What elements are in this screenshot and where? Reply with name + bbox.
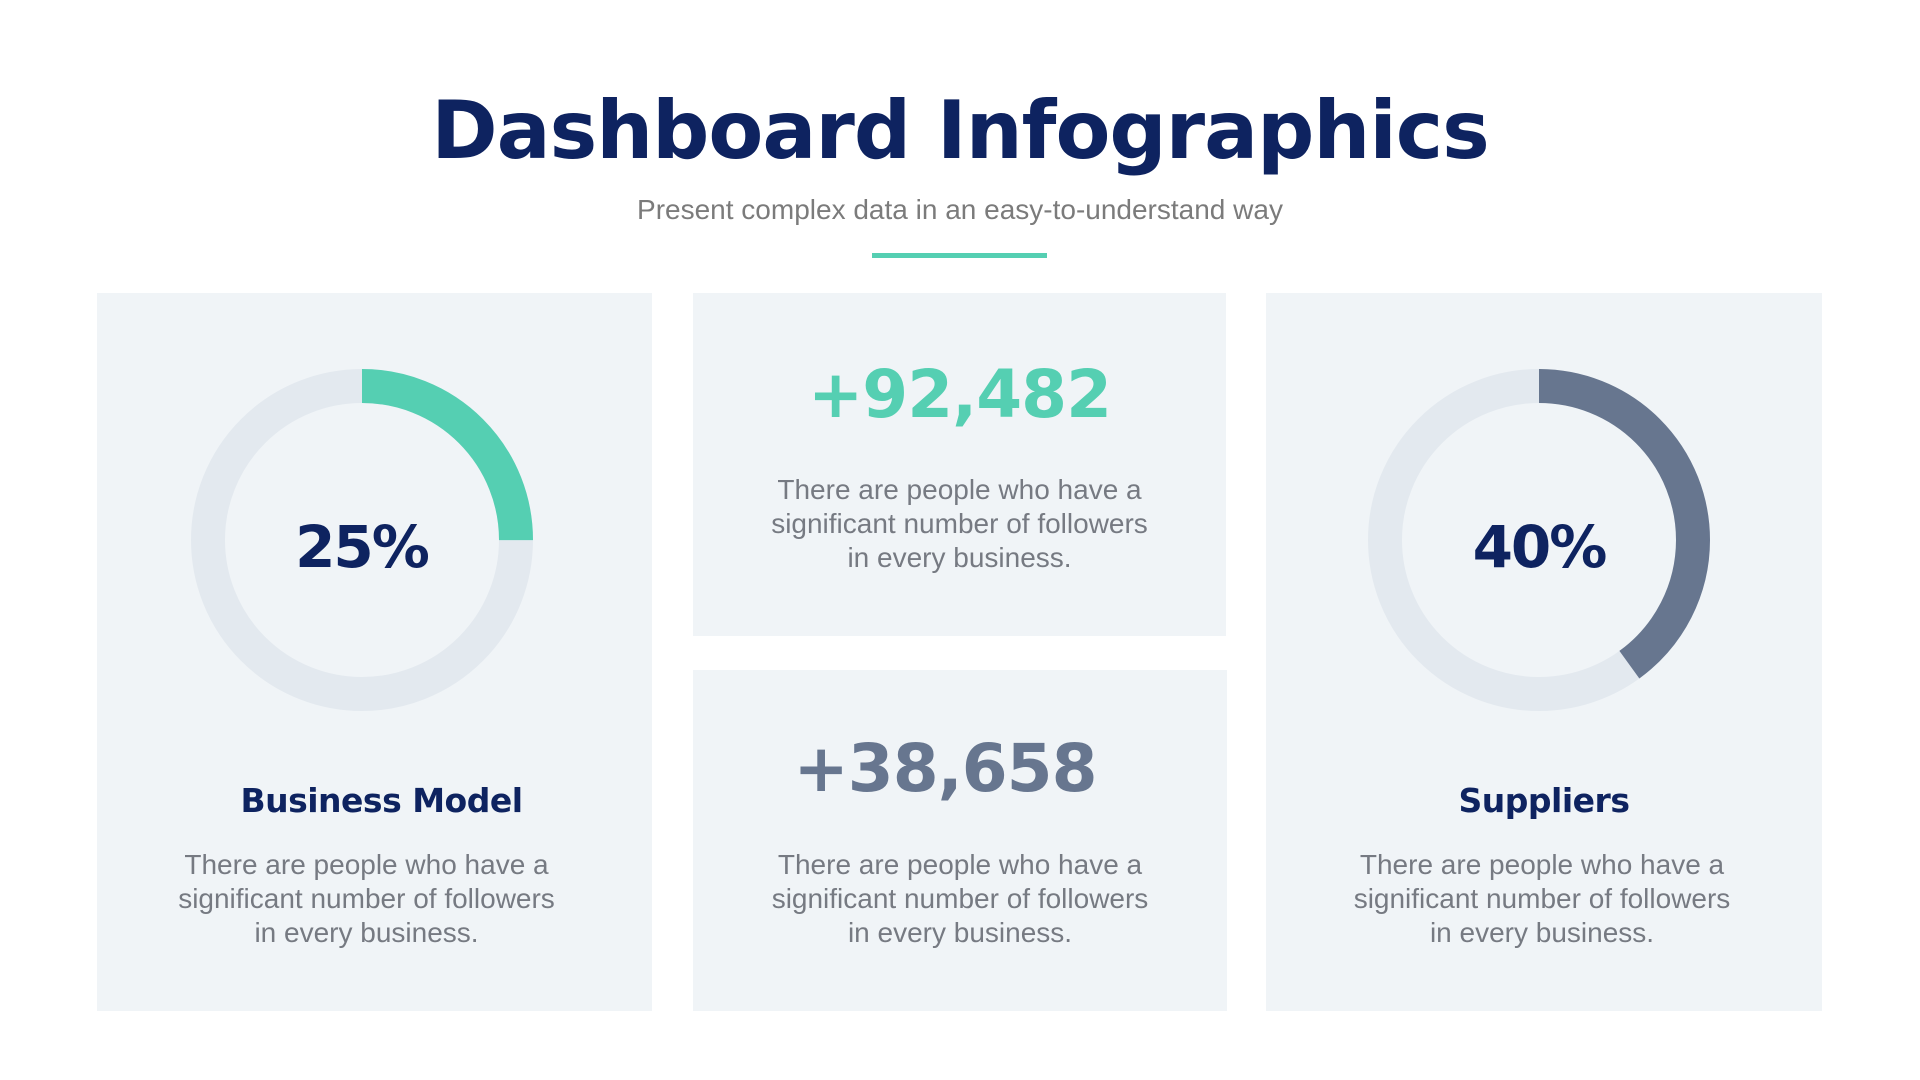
suppliers-percent: 40% (1472, 513, 1608, 581)
business-model-donut-chart: 25% (190, 369, 533, 711)
donut-ring (190, 369, 533, 711)
stat-card-bottom: +38,658 There are people who have a sign… (693, 670, 1227, 1011)
business-model-description: There are people who have a significant … (178, 849, 555, 948)
suppliers-title: Suppliers (1458, 781, 1630, 820)
suppliers-card: 40% Suppliers There are people who have … (1266, 293, 1822, 1011)
title-divider (872, 253, 1047, 258)
suppliers-donut-chart: 40% (1368, 369, 1710, 711)
business-model-title: Business Model (240, 781, 523, 820)
page-subtitle: Present complex data in an easy-to-under… (637, 194, 1283, 225)
stat-bottom-value: +38,658 (793, 730, 1098, 807)
suppliers-description: There are people who have a significant … (1353, 849, 1731, 948)
business-model-percent: 25% (295, 513, 430, 581)
stat-top-value: +92,482 (808, 356, 1112, 433)
stat-card-top: +92,482 There are people who have a sign… (693, 293, 1226, 636)
stat-bottom-description: There are people who have a significant … (771, 849, 1149, 948)
stat-top-description: There are people who have a significant … (771, 474, 1148, 573)
donut-ring (1368, 369, 1710, 711)
business-model-card: 25% Business Model There are people who … (97, 293, 652, 1011)
page-title: Dashboard Infographics (431, 84, 1490, 177)
